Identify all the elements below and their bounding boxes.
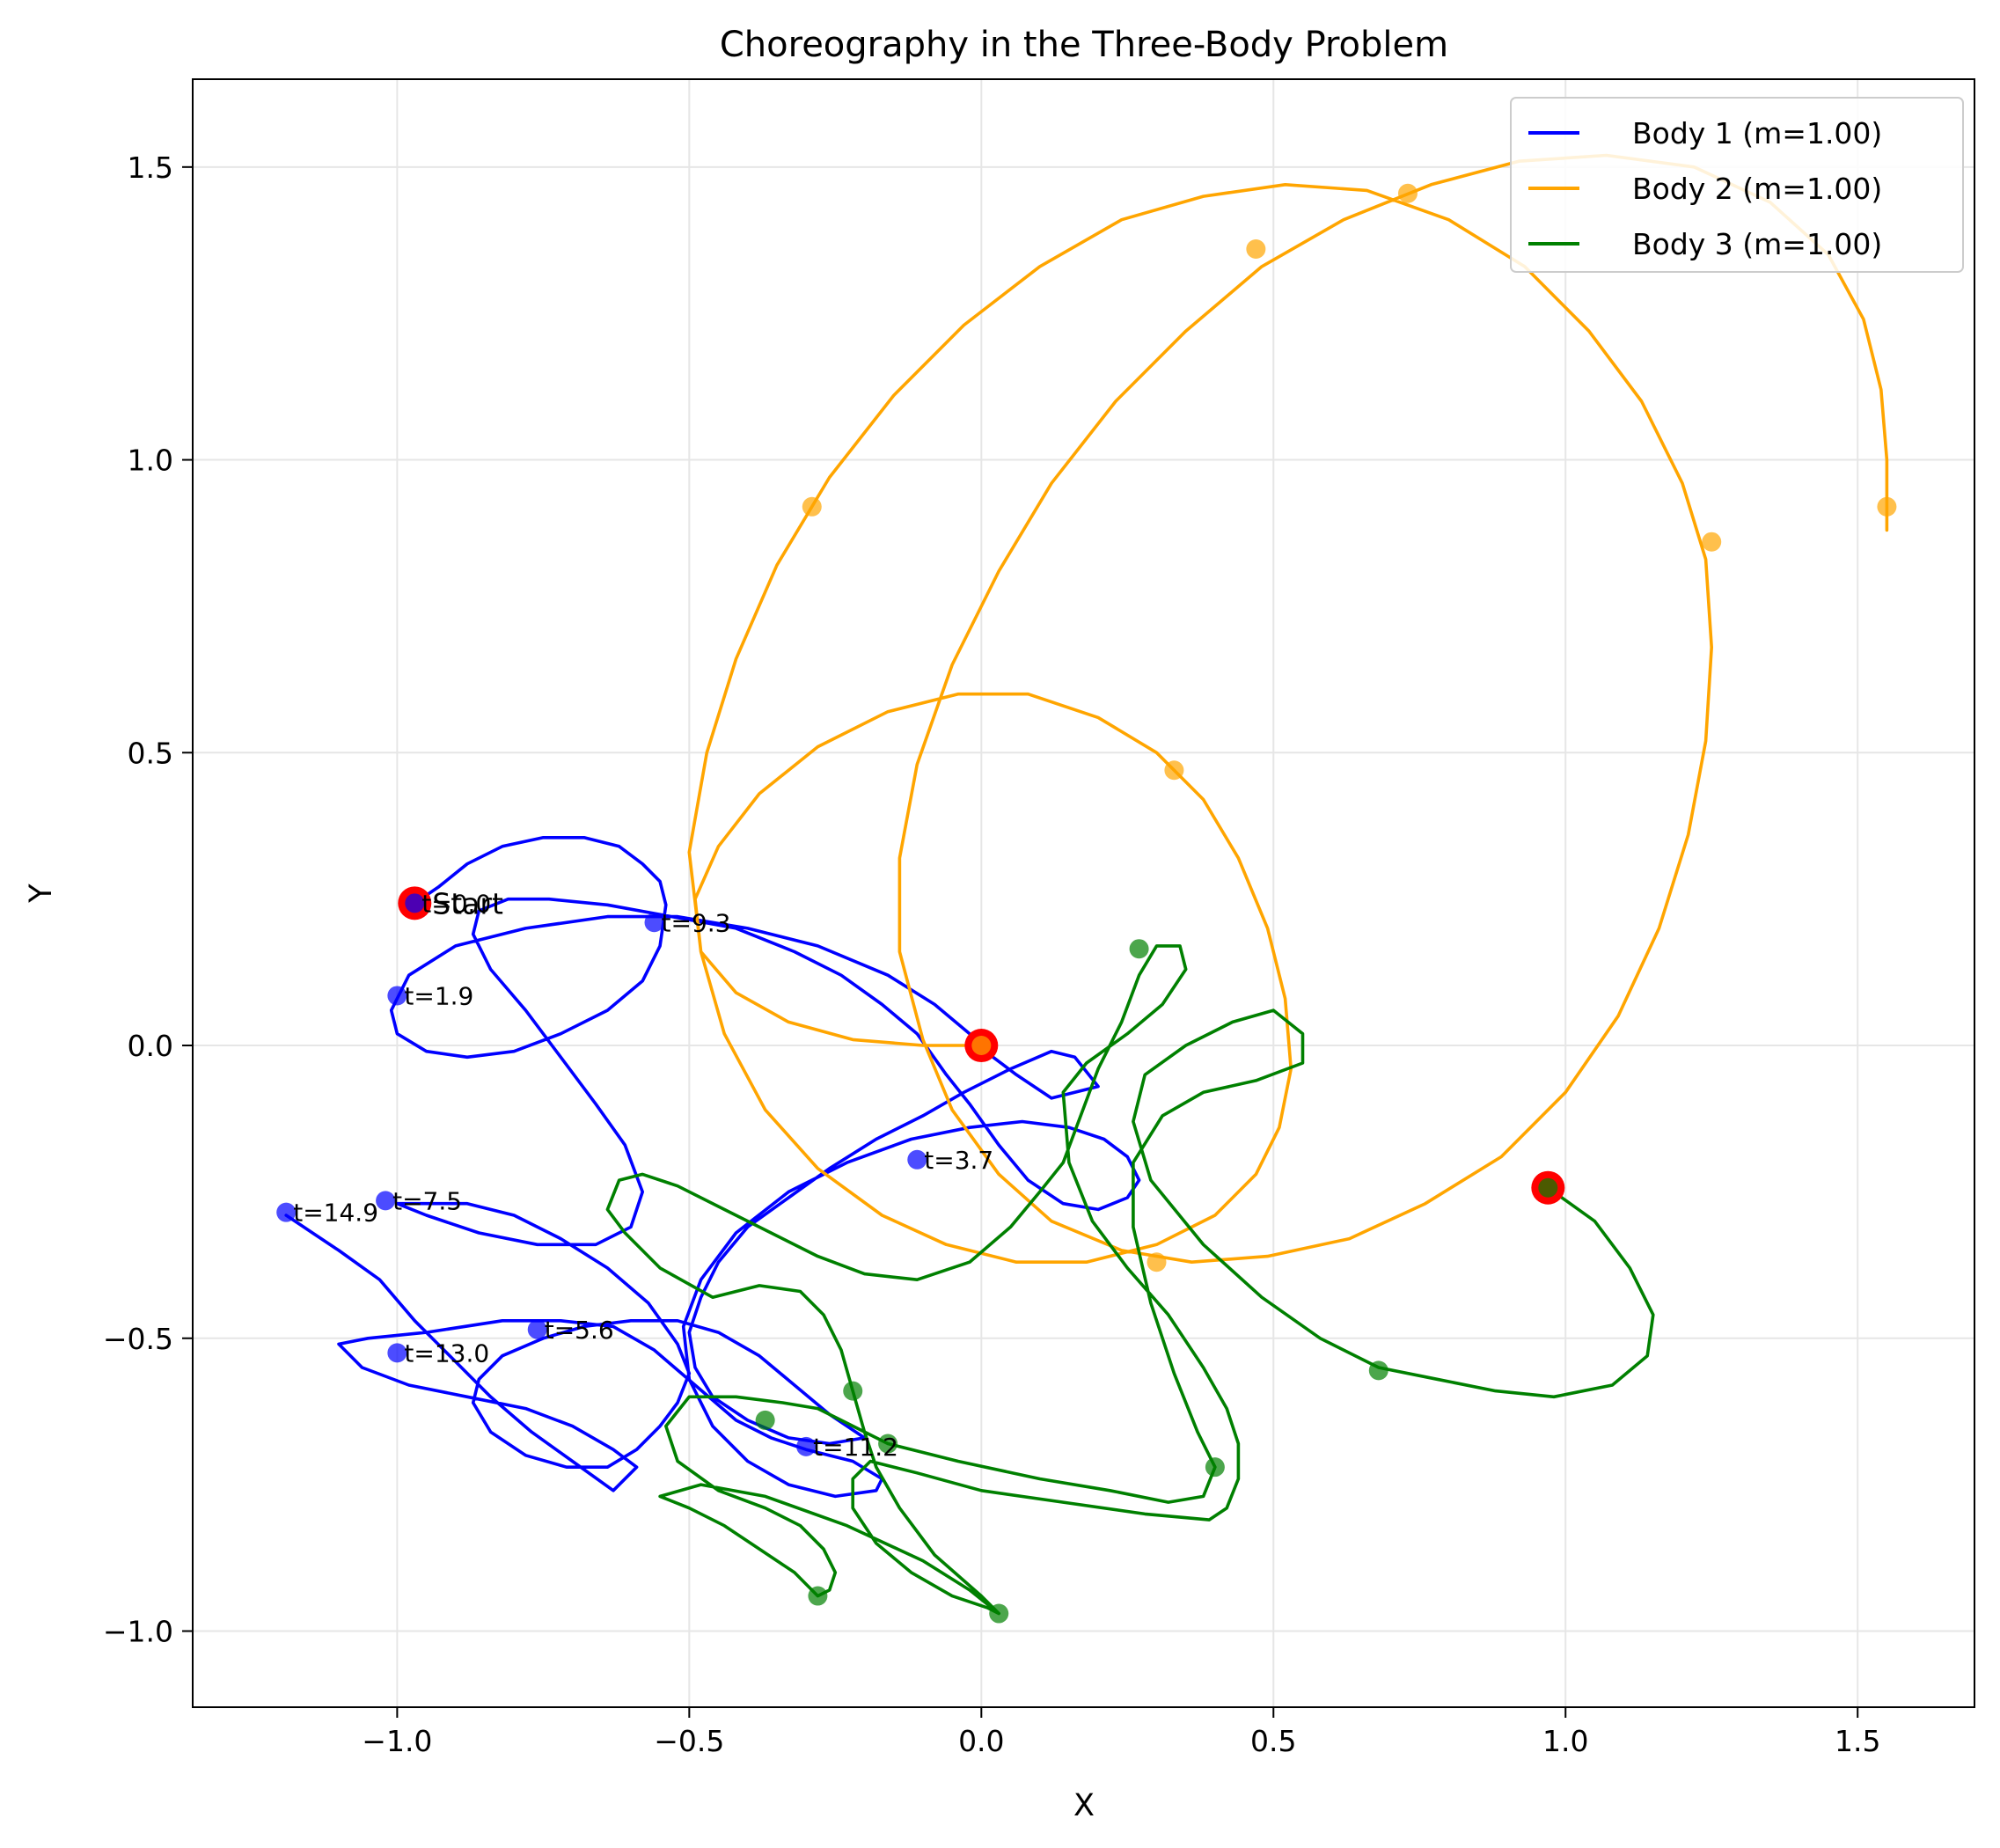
chart-title: Choreography in the Three-Body Problem — [720, 25, 1448, 65]
y-axis-label: Y — [24, 884, 59, 904]
x-tick-label-0: −1.0 — [362, 1724, 432, 1758]
series-3-marker-2 — [1129, 939, 1149, 959]
series-3-marker-3 — [843, 1381, 863, 1401]
series-3-marker-8 — [989, 1603, 1009, 1624]
y-tick-label-4: 1.0 — [128, 444, 173, 478]
series-2-line — [687, 153, 1889, 1264]
x-axis-label: X — [1073, 1788, 1095, 1823]
legend-box — [1510, 97, 1964, 273]
series-1-marker-8 — [276, 1202, 297, 1222]
legend-label-2: Body 2 (m=1.00) — [1632, 172, 1882, 206]
series-2-marker-0 — [971, 1036, 992, 1056]
y-tick-label-5: 1.5 — [128, 150, 173, 185]
series-2-marker-2 — [802, 496, 822, 517]
series-3-marker-6 — [878, 1434, 898, 1454]
series-1-marker-0 — [405, 893, 425, 913]
series-1-line — [284, 836, 1141, 1499]
time-annotation-1-7: t=13.0 — [404, 1338, 489, 1368]
x-tick-label-2: 0.0 — [958, 1724, 1004, 1758]
x-tick-label-3: 0.5 — [1250, 1724, 1296, 1758]
y-tick-label-0: −1.0 — [103, 1614, 173, 1648]
time-annotation-1-6: t=11.2 — [813, 1433, 898, 1462]
series-3-marker-4 — [1205, 1457, 1225, 1478]
series-3-marker-0 — [1538, 1177, 1558, 1198]
legend-label-1: Body 1 (m=1.00) — [1632, 116, 1882, 150]
series-2-marker-7 — [1877, 496, 1897, 517]
legend-label-3: Body 3 (m=1.00) — [1632, 227, 1882, 261]
series-2-marker-6 — [1397, 183, 1418, 203]
series-1-marker-1 — [387, 986, 407, 1006]
series-2-marker-5 — [1147, 1252, 1167, 1272]
y-tick-label-3: 0.5 — [128, 736, 173, 770]
series-2-marker-4 — [1702, 532, 1722, 552]
axes-frame — [192, 78, 1975, 1708]
series-1-marker-3 — [527, 1319, 547, 1339]
series-layer: t=0.0 t=1.9 t=3.7 t=5.6 t=7.5 t=9.3 t=11.2 t=13… — [276, 153, 1897, 1624]
time-annotation-1-3: t=5.6 — [545, 1316, 614, 1345]
series-3-marker-7 — [808, 1586, 828, 1606]
series-1-marker-5 — [644, 913, 664, 933]
time-annotation-1-4: t=7.5 — [392, 1186, 462, 1215]
series-1-marker-6 — [796, 1436, 817, 1456]
time-annotation-1-5: t=9.3 — [662, 908, 731, 937]
series-3-line — [605, 944, 1655, 1616]
series-1-marker-2 — [907, 1149, 927, 1170]
y-tick-label-1: −0.5 — [103, 1322, 173, 1356]
time-annotation-1-2: t=3.7 — [924, 1146, 993, 1175]
x-tick-label-4: 1.0 — [1542, 1724, 1588, 1758]
x-tick-label-1: −0.5 — [654, 1724, 724, 1758]
x-tick-label-5: 1.5 — [1835, 1724, 1880, 1758]
series-2-marker-1 — [1164, 760, 1184, 781]
time-annotation-1-0: t=0.0 — [421, 889, 491, 918]
time-annotation-1-1: t=1.9 — [404, 981, 473, 1010]
legend: Body 1 (m=1.00) Body 2 (m=1.00) Body 3 (m=… — [1510, 97, 1964, 273]
plot-area: t=0.0 t=1.9 t=3.7 t=5.6 t=7.5 t=9.3 t=11.2 t=13… — [103, 78, 1975, 1758]
series-3-marker-1 — [1368, 1360, 1388, 1381]
series-1-marker-7 — [387, 1343, 407, 1363]
series-2-marker-3 — [1246, 238, 1266, 259]
y-tick-label-2: 0.0 — [128, 1029, 173, 1063]
series-1-marker-4 — [376, 1191, 396, 1211]
start-label: Start — [432, 886, 503, 920]
series-3-marker-5 — [755, 1410, 775, 1430]
time-annotation-1-8: t=14.9 — [293, 1199, 378, 1228]
